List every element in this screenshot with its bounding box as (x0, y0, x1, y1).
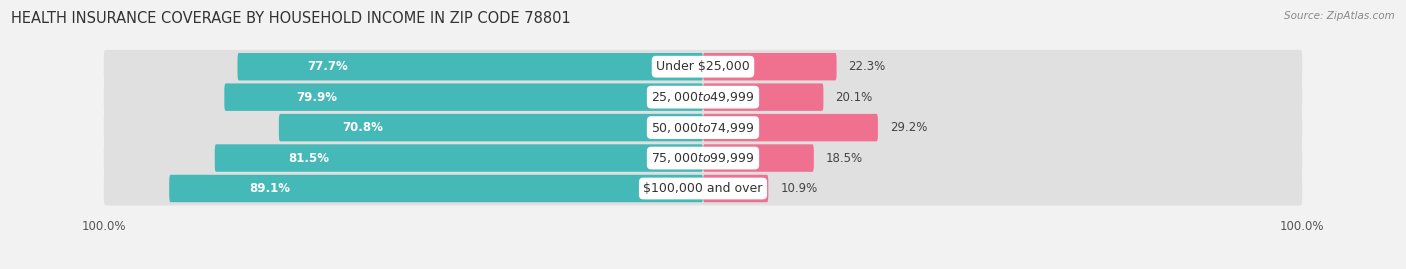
FancyBboxPatch shape (215, 144, 703, 172)
Text: 89.1%: 89.1% (249, 182, 290, 195)
Text: $100,000 and over: $100,000 and over (644, 182, 762, 195)
FancyBboxPatch shape (278, 114, 703, 141)
Text: 70.8%: 70.8% (343, 121, 384, 134)
Text: 100.0%: 100.0% (82, 220, 127, 233)
Text: HEALTH INSURANCE COVERAGE BY HOUSEHOLD INCOME IN ZIP CODE 78801: HEALTH INSURANCE COVERAGE BY HOUSEHOLD I… (11, 11, 571, 26)
Text: 79.9%: 79.9% (297, 91, 337, 104)
FancyBboxPatch shape (703, 80, 1302, 114)
FancyBboxPatch shape (703, 83, 824, 111)
Text: 81.5%: 81.5% (288, 151, 329, 165)
FancyBboxPatch shape (703, 144, 814, 172)
FancyBboxPatch shape (104, 141, 1302, 175)
Text: Source: ZipAtlas.com: Source: ZipAtlas.com (1284, 11, 1395, 21)
Text: $75,000 to $99,999: $75,000 to $99,999 (651, 151, 755, 165)
FancyBboxPatch shape (703, 111, 1302, 144)
FancyBboxPatch shape (225, 83, 703, 111)
FancyBboxPatch shape (104, 172, 703, 205)
Text: 29.2%: 29.2% (890, 121, 928, 134)
FancyBboxPatch shape (703, 114, 877, 141)
FancyBboxPatch shape (703, 53, 837, 80)
Text: 18.5%: 18.5% (825, 151, 863, 165)
FancyBboxPatch shape (703, 141, 1302, 175)
Text: 20.1%: 20.1% (835, 91, 873, 104)
FancyBboxPatch shape (104, 141, 703, 175)
FancyBboxPatch shape (104, 80, 703, 114)
Text: $25,000 to $49,999: $25,000 to $49,999 (651, 90, 755, 104)
FancyBboxPatch shape (104, 80, 1302, 114)
FancyBboxPatch shape (104, 111, 1302, 144)
Text: 77.7%: 77.7% (308, 60, 349, 73)
FancyBboxPatch shape (703, 172, 1302, 205)
FancyBboxPatch shape (104, 50, 1302, 83)
FancyBboxPatch shape (703, 175, 768, 202)
FancyBboxPatch shape (104, 50, 703, 83)
Text: Under $25,000: Under $25,000 (657, 60, 749, 73)
FancyBboxPatch shape (169, 175, 703, 202)
Text: $50,000 to $74,999: $50,000 to $74,999 (651, 121, 755, 134)
Text: 22.3%: 22.3% (849, 60, 886, 73)
FancyBboxPatch shape (104, 111, 703, 144)
FancyBboxPatch shape (703, 50, 1302, 83)
Text: 10.9%: 10.9% (780, 182, 817, 195)
FancyBboxPatch shape (238, 53, 703, 80)
Text: 100.0%: 100.0% (1279, 220, 1324, 233)
FancyBboxPatch shape (104, 172, 1302, 205)
